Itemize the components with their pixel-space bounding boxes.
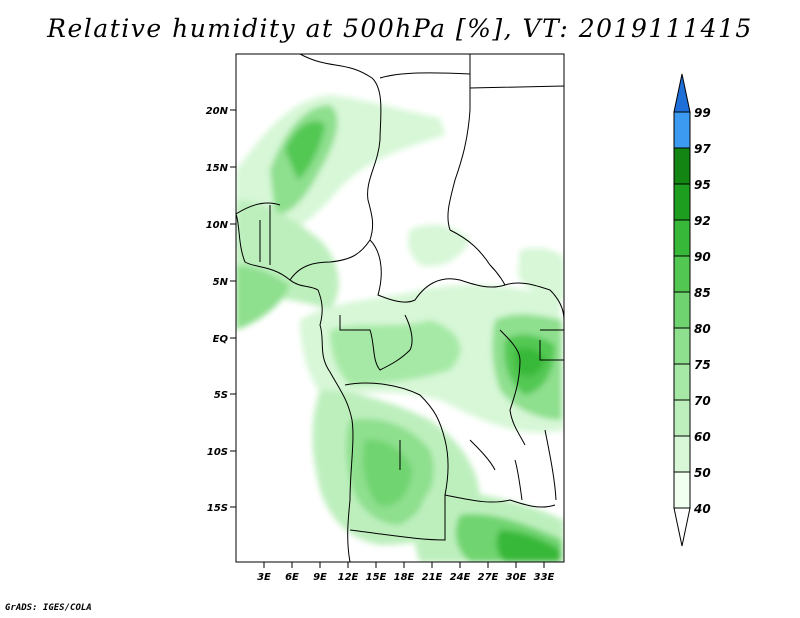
country-border <box>379 72 471 231</box>
humidity-area <box>518 248 564 300</box>
humidity-shading <box>236 95 564 562</box>
lat-tick-label: 10S <box>207 447 228 458</box>
colorbar-segment <box>673 507 691 547</box>
lon-tick-label: 15E <box>366 572 387 583</box>
lon-tick-label: 9E <box>313 572 327 583</box>
country-border <box>514 429 557 501</box>
colorbar-segment <box>673 111 691 149</box>
country-border <box>369 239 564 321</box>
humidity-area <box>330 320 461 385</box>
colorbar-label: 90 <box>694 250 711 264</box>
lon-tick-label: 33E <box>534 572 555 583</box>
country-border <box>539 329 564 361</box>
humidity-area <box>496 530 560 562</box>
lon-tick-label: 27E <box>478 572 499 583</box>
country-border <box>469 54 564 110</box>
colorbar-segment <box>673 219 691 257</box>
colorbar-label: 70 <box>694 394 711 408</box>
map-frame <box>235 53 565 563</box>
colorbar-label: 50 <box>694 466 711 480</box>
colorbar-label: 80 <box>694 322 711 336</box>
lat-tick-label: 15S <box>207 503 228 514</box>
lon-tick-label: 24E <box>450 572 471 583</box>
colorbar-segment <box>673 471 691 509</box>
lat-axis: 20N 15N 10N 5N EQ 5S 10S 15S <box>206 106 236 514</box>
colorbar-label: 85 <box>694 286 711 300</box>
humidity-area <box>515 348 545 376</box>
colorbar-segment <box>673 291 691 329</box>
colorbar-segment <box>673 73 691 113</box>
grads-credit: GrADS: IGES/COLA <box>5 603 92 613</box>
colorbar-segment <box>673 399 691 437</box>
colorbar-label: 99 <box>694 106 711 120</box>
country-border <box>344 382 449 541</box>
map-borders <box>236 54 564 562</box>
lon-tick-label: 18E <box>394 572 415 583</box>
colorbar-label: 40 <box>693 502 711 516</box>
colorbar-label: 92 <box>694 214 711 228</box>
humidity-area <box>408 224 470 267</box>
colorbar-label: 75 <box>694 358 711 372</box>
lon-tick-label: 3E <box>257 572 271 583</box>
colorbar-segment <box>673 363 691 401</box>
colorbar-segment <box>673 435 691 473</box>
country-border <box>236 202 281 265</box>
lat-tick-label: 10N <box>206 220 229 231</box>
chart-title: Relative humidity at 500hPa [%], VT: 201… <box>47 14 753 43</box>
colorbar-segment <box>673 327 691 365</box>
lat-tick-label: 20N <box>206 106 229 117</box>
lon-tick-label: 12E <box>338 572 359 583</box>
colorbar-label: 60 <box>694 430 711 444</box>
colorbar-segment <box>673 183 691 221</box>
country-border <box>339 314 413 371</box>
humidity-area <box>285 121 325 180</box>
country-border <box>444 494 556 508</box>
lat-tick-label: 5N <box>213 277 229 288</box>
colorbar-label: 95 <box>694 178 711 192</box>
colorbar-segment <box>673 147 691 185</box>
country-border <box>499 329 526 446</box>
colorbar-label: 97 <box>694 142 711 156</box>
colorbar: 40 50 60 70 75 80 85 90 92 95 97 99 <box>673 73 711 547</box>
country-border <box>449 229 506 286</box>
colorbar-segment <box>673 255 691 293</box>
lon-tick-label: 6E <box>285 572 299 583</box>
country-border <box>399 439 496 471</box>
lon-tick-label: 21E <box>422 572 443 583</box>
humidity-area <box>236 265 290 330</box>
lat-tick-label: EQ <box>213 334 229 345</box>
lat-tick-label: 15N <box>206 163 229 174</box>
lon-tick-label: 30E <box>506 572 527 583</box>
lat-tick-label: 5S <box>214 390 228 401</box>
coastline <box>236 213 354 562</box>
country-border <box>289 54 382 281</box>
lon-axis: 3E 6E 9E 12E 15E 18E 21E 24E 27E 30E 33E <box>257 562 555 583</box>
